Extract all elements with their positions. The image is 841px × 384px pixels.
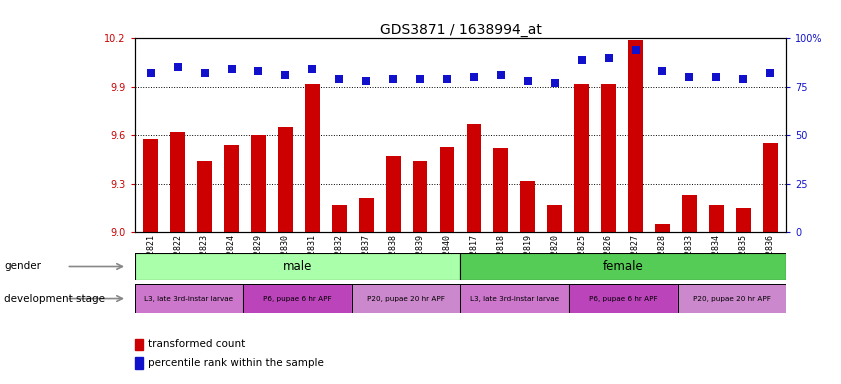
Point — [683, 74, 696, 80]
Text: male: male — [283, 260, 312, 273]
Bar — [170, 132, 185, 232]
Point — [144, 70, 157, 76]
Point — [278, 72, 292, 78]
Bar — [709, 205, 724, 232]
Text: P20, pupae 20 hr APF: P20, pupae 20 hr APF — [693, 296, 771, 301]
Bar — [736, 208, 751, 232]
Text: P6, pupae 6 hr APF: P6, pupae 6 hr APF — [263, 296, 332, 301]
Bar — [359, 199, 373, 232]
Point — [710, 74, 723, 80]
Bar — [135, 284, 243, 313]
Bar — [467, 124, 481, 232]
Bar — [386, 156, 400, 232]
Bar — [413, 161, 427, 232]
Point — [359, 78, 373, 84]
Text: female: female — [603, 260, 643, 273]
Bar — [135, 253, 461, 280]
Bar — [494, 148, 508, 232]
Point — [332, 76, 346, 82]
Point — [305, 66, 319, 73]
Text: L3, late 3rd-instar larvae: L3, late 3rd-instar larvae — [470, 296, 559, 301]
Bar — [278, 127, 293, 232]
Point — [521, 78, 535, 84]
Bar — [601, 84, 616, 232]
Bar — [197, 161, 212, 232]
Bar — [574, 84, 589, 232]
Point — [575, 57, 589, 63]
Bar — [332, 205, 346, 232]
Text: P20, pupae 20 hr APF: P20, pupae 20 hr APF — [368, 296, 445, 301]
Bar — [135, 357, 143, 369]
Bar — [352, 284, 461, 313]
Point — [386, 76, 399, 82]
Point — [737, 76, 750, 82]
Text: L3, late 3rd-instar larvae: L3, late 3rd-instar larvae — [145, 296, 234, 301]
Bar — [461, 253, 786, 280]
Bar — [547, 205, 562, 232]
Text: P6, pupae 6 hr APF: P6, pupae 6 hr APF — [589, 296, 658, 301]
Bar — [135, 339, 143, 350]
Bar — [763, 144, 778, 232]
Text: percentile rank within the sample: percentile rank within the sample — [148, 358, 325, 368]
Point — [764, 70, 777, 76]
Bar — [569, 284, 678, 313]
Point — [548, 80, 562, 86]
Bar — [678, 284, 786, 313]
Point — [602, 55, 616, 61]
Title: GDS3871 / 1638994_at: GDS3871 / 1638994_at — [379, 23, 542, 37]
Point — [413, 76, 426, 82]
Text: development stage: development stage — [4, 293, 105, 304]
Point — [198, 70, 211, 76]
Text: gender: gender — [4, 262, 41, 271]
Bar — [521, 180, 535, 232]
Bar — [143, 139, 158, 232]
Text: transformed count: transformed count — [148, 339, 246, 349]
Point — [629, 47, 643, 53]
Point — [171, 65, 184, 71]
Point — [495, 72, 508, 78]
Bar — [655, 224, 669, 232]
Point — [656, 68, 669, 74]
Bar — [251, 135, 266, 232]
Bar — [243, 284, 352, 313]
Point — [440, 76, 453, 82]
Bar — [440, 147, 454, 232]
Point — [468, 74, 481, 80]
Bar — [461, 284, 569, 313]
Bar — [305, 84, 320, 232]
Bar — [224, 145, 239, 232]
Bar — [628, 40, 643, 232]
Point — [225, 66, 238, 73]
Bar — [682, 195, 697, 232]
Point — [251, 68, 265, 74]
